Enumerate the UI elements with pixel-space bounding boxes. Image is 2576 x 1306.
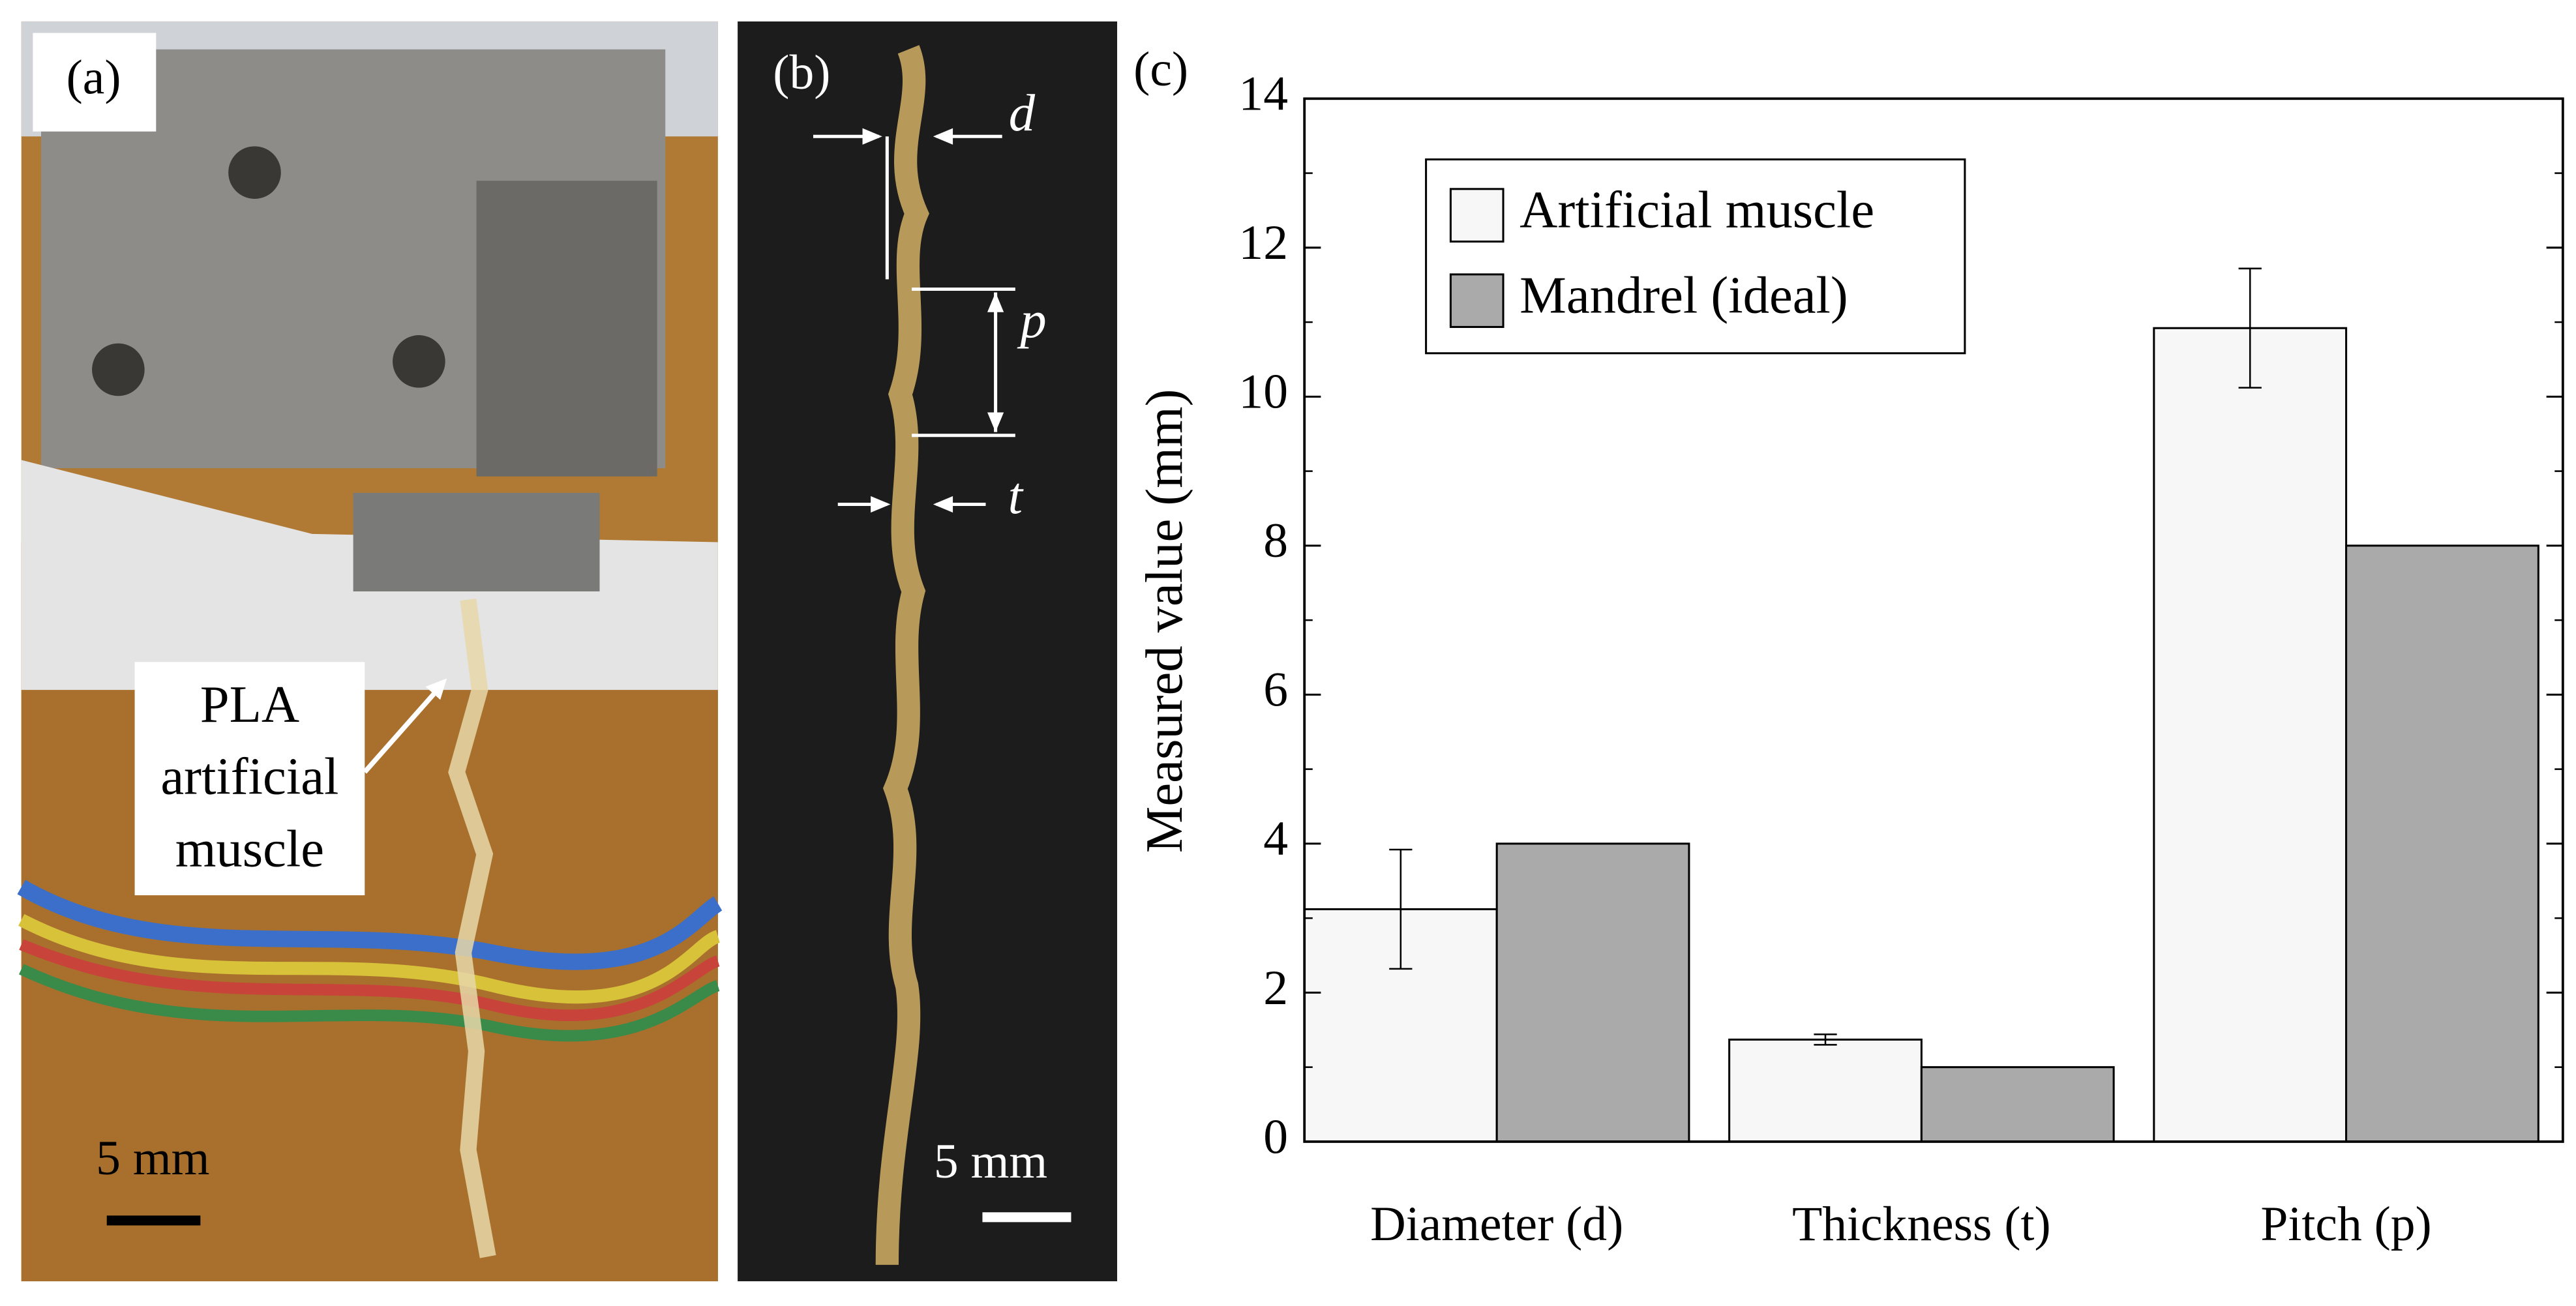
x-tick-label: Pitch (p): [2260, 1197, 2431, 1251]
legend-label: Mandrel (ideal): [1520, 267, 1848, 325]
panel-label: (c): [1133, 42, 1188, 96]
annotation: PLA: [200, 675, 299, 734]
bar: [2345, 544, 2539, 1143]
error-bar: [1814, 1033, 1837, 1046]
photo-a: [17, 21, 723, 1282]
y-tick-label: 2: [1263, 961, 1288, 1015]
y-tick-label: 10: [1238, 365, 1288, 419]
annotation: p: [1017, 291, 1046, 349]
x-tick-label: Diameter (d): [1370, 1197, 1623, 1251]
chart: Diameter (d) Thickness (t) Pitch (p) 0 2 4 6 8 1…: [1238, 67, 2564, 1251]
y-tick-label: 4: [1263, 812, 1288, 866]
y-tick-label: 6: [1263, 663, 1288, 717]
bar: [2153, 327, 2348, 1143]
annotation: artificial: [160, 748, 338, 806]
scale-label: 5 mm: [96, 1131, 209, 1185]
legend-label: Artificial muscle: [1520, 181, 1874, 239]
annotation: t: [1008, 467, 1025, 525]
annotation: d: [1009, 84, 1036, 142]
y-tick-label: 0: [1263, 1110, 1288, 1164]
y-tick-label: 8: [1263, 514, 1288, 568]
error-bar: [2238, 267, 2262, 389]
legend-swatch: [1449, 273, 1505, 328]
annotation: muscle: [175, 820, 324, 878]
legend-box: [1425, 158, 1966, 355]
y-tick-label: 12: [1238, 216, 1288, 270]
bar: [1920, 1066, 2115, 1143]
panel-label: (a): [67, 50, 121, 104]
scale-label: 5 mm: [934, 1135, 1047, 1189]
y-axis-label: Measured value (mm): [1135, 389, 1193, 853]
y-tick-label: 14: [1238, 67, 1288, 121]
legend-swatch: [1449, 188, 1505, 243]
error-bar: [1389, 848, 1413, 970]
panel-label: (b): [773, 46, 830, 100]
bar: [1728, 1038, 1923, 1143]
bar: [1495, 842, 1690, 1143]
photo-b: [738, 21, 1118, 1282]
x-tick-label: Thickness (t): [1792, 1197, 2051, 1251]
